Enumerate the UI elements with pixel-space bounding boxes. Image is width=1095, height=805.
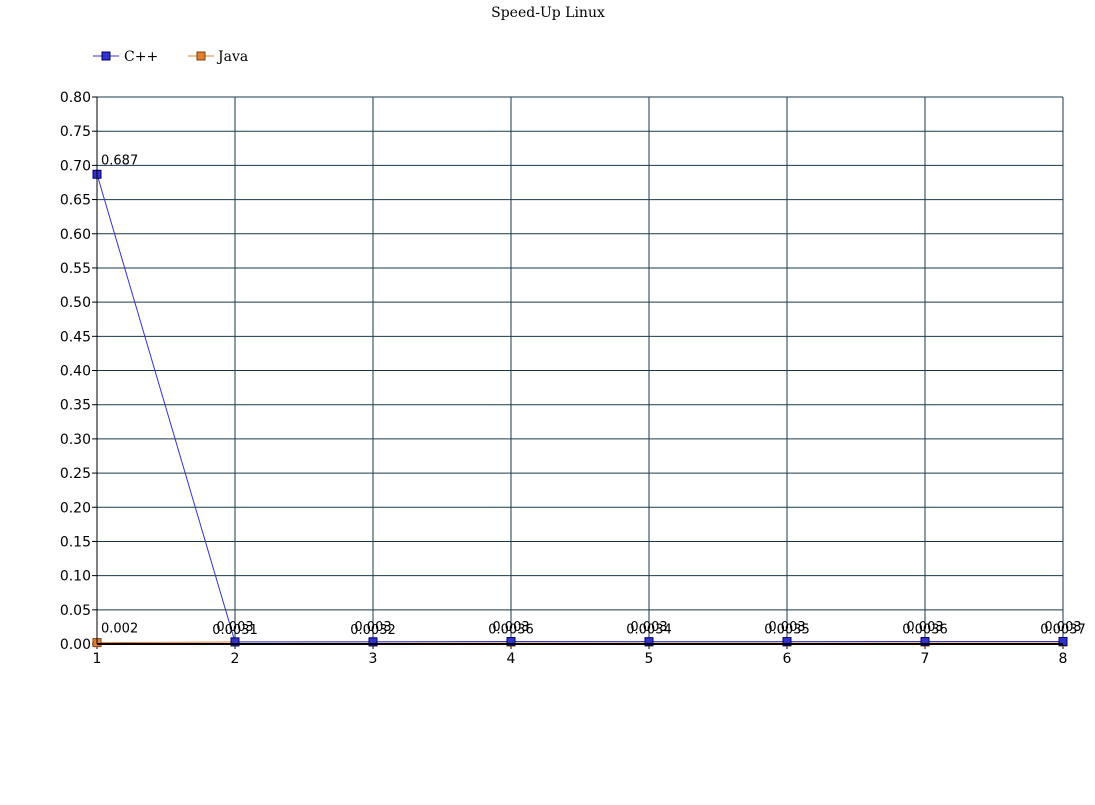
y-tick-label: 0.05 [60,603,91,619]
data-label-java: 0.003 [768,620,805,635]
data-label-java: 0.003 [354,620,391,635]
data-point-cpp [368,637,378,647]
x-axis-ticks: 1 2 3 4 5 6 7 8 [93,644,1068,667]
x-tick-label: 4 [507,651,516,667]
x-tick-label: 6 [783,651,792,667]
data-label-java: 0.003 [630,620,667,635]
data-point-cpp [920,637,930,647]
grid [96,96,1064,645]
data-label-cpp: 0.687 [101,153,138,168]
x-tick-label: 1 [93,651,102,667]
y-tick-label: 0.40 [60,364,91,380]
y-tick-label: 0.25 [60,466,91,482]
data-label-cpp: 0.0036 [902,623,948,638]
y-tick-label: 0.70 [60,158,91,174]
y-tick-label: 0.10 [60,569,91,585]
x-tick-label: 7 [921,651,930,667]
y-tick-label: 0.00 [60,637,91,653]
x-tick-label: 2 [231,651,240,667]
y-tick-label: 0.65 [60,193,91,209]
data-point-cpp [506,637,516,647]
axes [96,97,1063,645]
data-label-cpp: 0.0036 [488,623,534,638]
data-label-java: 0.003 [906,620,943,635]
data-point-cpp [782,637,792,647]
data-point-cpp [644,637,654,647]
data-label-java: 0.003 [216,620,253,635]
y-tick-label: 0.45 [60,329,91,345]
y-tick-label: 0.15 [60,534,91,550]
data-label-cpp: 0.0031 [212,623,258,638]
data-label-java: 0.003 [1044,620,1081,635]
data-point-cpp [1058,636,1068,646]
y-tick-label: 0.30 [60,432,91,448]
y-axis-ticks: 0.00 0.05 0.10 0.15 0.20 0.25 0.30 0.35 0.40 0.45… [60,90,97,653]
data-label-java: 0.003 [492,620,529,635]
y-tick-label: 0.20 [60,500,91,516]
y-tick-label: 0.75 [60,124,91,140]
chart-title: Speed-Up Linux [491,5,605,21]
y-tick-label: 0.55 [60,261,91,277]
legend-label-cpp: C++ [124,49,158,65]
data-label-cpp: 0.0035 [764,623,810,638]
data-point-cpp [230,637,240,647]
x-tick-label: 8 [1059,651,1068,667]
y-tick-label: 0.60 [60,227,91,243]
y-tick-label: 0.50 [60,295,91,311]
x-tick-label: 3 [369,651,378,667]
data-label-cpp: 0.0037 [1040,622,1086,637]
data-label-cpp: 0.0032 [350,623,396,638]
legend: C++ Java [93,49,248,65]
data-label-java: 0.002 [101,622,138,637]
legend-marker-cpp [101,51,111,61]
y-tick-label: 0.80 [60,90,91,106]
x-tick-label: 5 [645,651,654,667]
legend-item-java: Java [188,49,248,65]
legend-label-java: Java [216,49,248,65]
y-tick-label: 0.35 [60,398,91,414]
legend-item-cpp: C++ [93,49,158,65]
series-line-cpp [96,174,1064,643]
legend-marker-java [196,51,206,61]
data-label-cpp: 0.0034 [626,623,672,638]
